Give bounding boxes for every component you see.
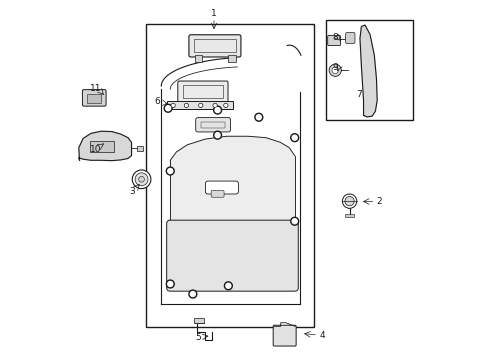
Circle shape bbox=[331, 67, 338, 73]
Bar bbox=[137, 145, 143, 151]
Circle shape bbox=[184, 104, 188, 107]
Text: 5: 5 bbox=[195, 333, 201, 342]
Circle shape bbox=[164, 104, 172, 112]
Bar bbox=[194, 40, 235, 51]
FancyBboxPatch shape bbox=[188, 35, 241, 57]
Circle shape bbox=[199, 104, 202, 107]
Polygon shape bbox=[79, 131, 131, 161]
Circle shape bbox=[224, 104, 226, 107]
Circle shape bbox=[166, 167, 174, 175]
Text: 4: 4 bbox=[319, 332, 325, 341]
FancyBboxPatch shape bbox=[195, 118, 230, 132]
Circle shape bbox=[224, 282, 232, 290]
Circle shape bbox=[213, 104, 217, 107]
Circle shape bbox=[254, 113, 262, 121]
Circle shape bbox=[132, 170, 151, 189]
Bar bbox=[201, 122, 225, 128]
Circle shape bbox=[328, 64, 341, 76]
Bar bbox=[166, 102, 233, 109]
FancyBboxPatch shape bbox=[327, 36, 340, 45]
Circle shape bbox=[215, 133, 220, 138]
Circle shape bbox=[139, 176, 144, 182]
Circle shape bbox=[292, 135, 297, 140]
Circle shape bbox=[167, 282, 172, 287]
FancyBboxPatch shape bbox=[205, 181, 238, 194]
Circle shape bbox=[344, 197, 353, 206]
Circle shape bbox=[135, 173, 148, 186]
Circle shape bbox=[214, 104, 216, 107]
Circle shape bbox=[292, 219, 297, 224]
Bar bbox=[195, 55, 202, 62]
Bar bbox=[194, 319, 203, 323]
Bar bbox=[228, 55, 235, 62]
Text: 1: 1 bbox=[211, 9, 217, 18]
Polygon shape bbox=[359, 25, 376, 117]
Bar bbox=[87, 94, 101, 103]
Bar bbox=[145, 24, 314, 327]
Circle shape bbox=[342, 194, 356, 208]
Text: 7: 7 bbox=[356, 90, 362, 99]
Circle shape bbox=[290, 217, 298, 225]
Circle shape bbox=[213, 106, 221, 114]
Bar bbox=[345, 214, 353, 217]
Text: 10: 10 bbox=[90, 145, 101, 154]
FancyBboxPatch shape bbox=[345, 33, 354, 43]
Circle shape bbox=[165, 106, 170, 111]
Bar bbox=[183, 85, 223, 98]
Circle shape bbox=[256, 115, 261, 120]
Circle shape bbox=[225, 283, 230, 288]
Bar bbox=[325, 20, 412, 120]
Circle shape bbox=[166, 280, 174, 288]
Circle shape bbox=[199, 104, 202, 107]
FancyBboxPatch shape bbox=[178, 81, 227, 103]
Circle shape bbox=[171, 104, 175, 107]
Text: 2: 2 bbox=[375, 197, 381, 206]
Text: 9: 9 bbox=[332, 63, 337, 72]
Circle shape bbox=[167, 168, 172, 174]
Circle shape bbox=[185, 104, 187, 107]
Circle shape bbox=[215, 108, 220, 113]
FancyBboxPatch shape bbox=[273, 325, 296, 346]
FancyBboxPatch shape bbox=[166, 220, 298, 291]
FancyBboxPatch shape bbox=[82, 90, 106, 106]
Circle shape bbox=[188, 290, 196, 298]
Circle shape bbox=[190, 292, 195, 297]
FancyBboxPatch shape bbox=[211, 190, 224, 197]
Text: 3: 3 bbox=[129, 187, 135, 196]
Circle shape bbox=[213, 131, 221, 139]
Bar bbox=[89, 141, 114, 152]
Polygon shape bbox=[170, 136, 294, 288]
Circle shape bbox=[290, 134, 298, 141]
Text: 6: 6 bbox=[154, 97, 160, 106]
Circle shape bbox=[224, 104, 227, 107]
Text: 8: 8 bbox=[332, 33, 337, 42]
Text: 11: 11 bbox=[90, 84, 101, 93]
Circle shape bbox=[172, 104, 174, 107]
